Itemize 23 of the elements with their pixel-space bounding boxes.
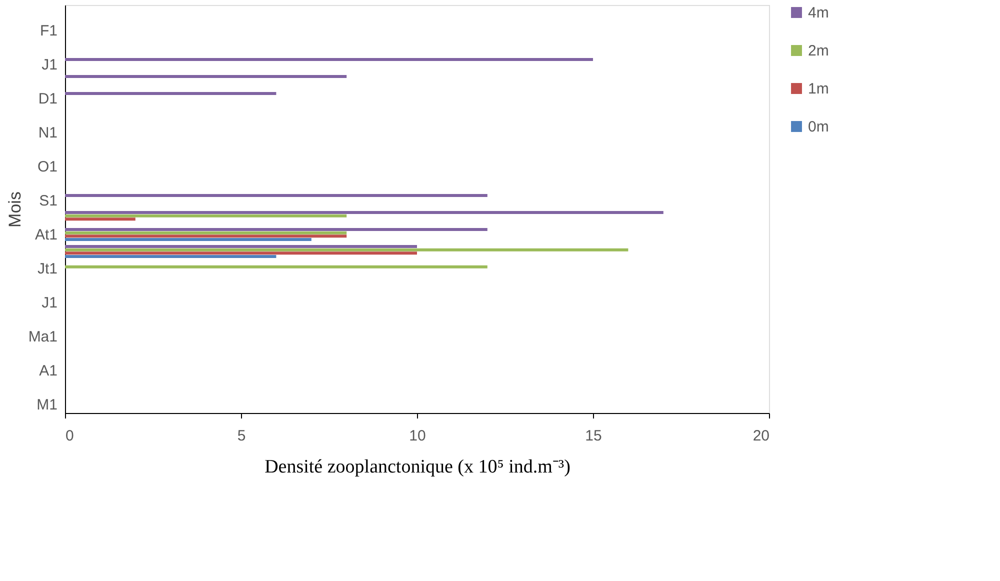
legend-label: 0m xyxy=(808,118,829,136)
y-tick-label: J1 xyxy=(42,294,58,312)
x-tick-label: 5 xyxy=(237,428,246,444)
x-tick-label: 10 xyxy=(409,428,426,444)
y-tick-label: A1 xyxy=(39,362,58,380)
legend-label: 1m xyxy=(808,80,829,98)
x-tick-label: 15 xyxy=(585,428,602,444)
y-tick-label: S1 xyxy=(39,192,58,210)
y-tick-label: Ma1 xyxy=(28,328,58,346)
legend-label: 4m xyxy=(808,4,829,22)
y-axis-title: Mois xyxy=(5,192,24,228)
y-tick-label: Jt1 xyxy=(37,260,58,278)
y-tick-label: F1 xyxy=(40,22,58,40)
y-tick-label: O1 xyxy=(37,158,58,176)
y-tick-label: N1 xyxy=(38,124,58,142)
x-tick-label: 0 xyxy=(66,428,74,444)
y-tick-label: M1 xyxy=(36,396,58,414)
y-tick-label: D1 xyxy=(38,90,58,108)
x-tick-label: 20 xyxy=(752,428,770,444)
x-axis-title: Densité zooplanctonique (x 10⁵ ind.m⁻³) xyxy=(264,456,570,478)
y-tick-label: J1 xyxy=(42,56,58,74)
legend-label: 2m xyxy=(808,42,829,60)
y-tick-label: At1 xyxy=(34,226,58,244)
